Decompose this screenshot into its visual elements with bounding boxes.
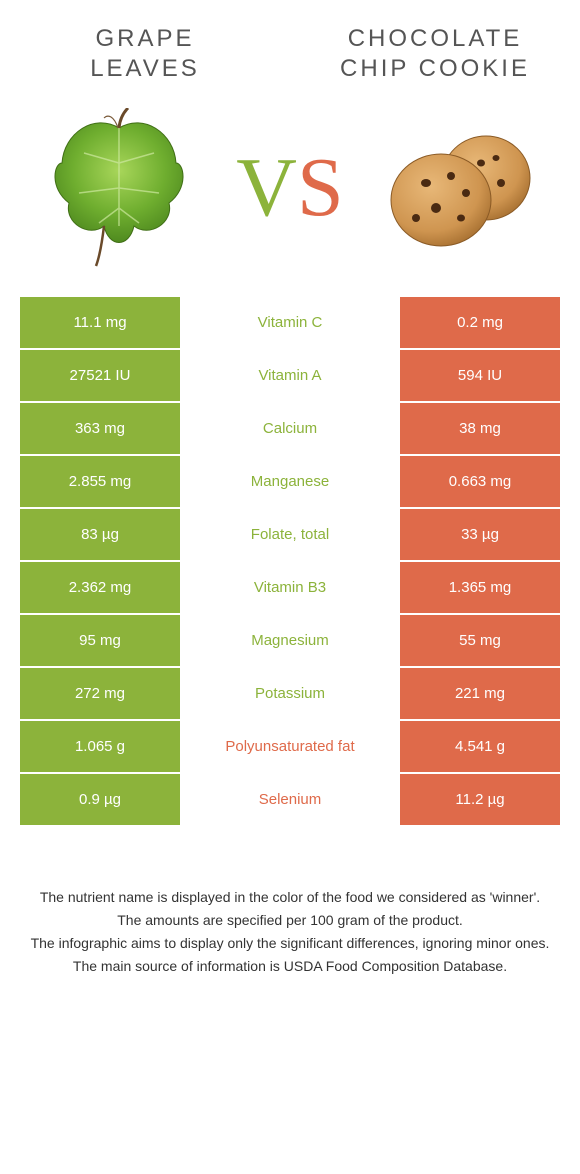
nutrient-row: 2.362 mgVitamin B31.365 mg: [20, 562, 560, 615]
left-title-line2: LEAVES: [90, 55, 200, 82]
right-value: 11.2 µg: [400, 774, 560, 825]
nutrient-table: 11.1 mgVitamin C0.2 mg27521 IUVitamin A5…: [20, 296, 560, 827]
left-value: 83 µg: [20, 509, 180, 560]
right-value: 0.2 mg: [400, 297, 560, 348]
nutrient-name: Magnesium: [180, 615, 400, 666]
nutrient-row: 363 mgCalcium38 mg: [20, 403, 560, 456]
left-value: 95 mg: [20, 615, 180, 666]
right-value: 221 mg: [400, 668, 560, 719]
left-value: 2.855 mg: [20, 456, 180, 507]
right-title-line1: CHOCOLATE: [348, 25, 523, 52]
nutrient-row: 272 mgPotassium221 mg: [20, 668, 560, 721]
nutrient-name: Vitamin C: [180, 297, 400, 348]
nutrient-name: Vitamin A: [180, 350, 400, 401]
nutrient-row: 95 mgMagnesium55 mg: [20, 615, 560, 668]
right-value: 33 µg: [400, 509, 560, 560]
left-food-title: GRAPE LEAVES: [0, 24, 290, 84]
nutrient-name: Manganese: [180, 456, 400, 507]
right-value: 55 mg: [400, 615, 560, 666]
left-value: 11.1 mg: [20, 297, 180, 348]
header-row: GRAPE LEAVES CHOCOLATE CHIP COOKIE: [0, 0, 580, 84]
right-value: 4.541 g: [400, 721, 560, 772]
nutrient-row: 83 µgFolate, total33 µg: [20, 509, 560, 562]
left-title-line1: GRAPE: [95, 25, 194, 52]
footer-line-4: The main source of information is USDA F…: [20, 956, 560, 977]
left-value: 363 mg: [20, 403, 180, 454]
footer-line-2: The amounts are specified per 100 gram o…: [20, 910, 560, 931]
vs-label: VS: [236, 146, 343, 230]
right-food-title: CHOCOLATE CHIP COOKIE: [290, 24, 580, 84]
nutrient-row: 0.9 µgSelenium11.2 µg: [20, 774, 560, 827]
nutrient-row: 11.1 mgVitamin C0.2 mg: [20, 297, 560, 350]
right-value: 38 mg: [400, 403, 560, 454]
nutrient-name: Folate, total: [180, 509, 400, 560]
nutrient-name: Vitamin B3: [180, 562, 400, 613]
nutrient-row: 27521 IUVitamin A594 IU: [20, 350, 560, 403]
right-title-line2: CHIP COOKIE: [340, 55, 530, 82]
right-value: 594 IU: [400, 350, 560, 401]
footer-line-1: The nutrient name is displayed in the co…: [20, 887, 560, 908]
left-value: 272 mg: [20, 668, 180, 719]
nutrient-name: Polyunsaturated fat: [180, 721, 400, 772]
vs-v: V: [236, 141, 297, 234]
left-value: 1.065 g: [20, 721, 180, 772]
left-value: 2.362 mg: [20, 562, 180, 613]
nutrient-name: Calcium: [180, 403, 400, 454]
nutrient-row: 1.065 gPolyunsaturated fat4.541 g: [20, 721, 560, 774]
left-value: 27521 IU: [20, 350, 180, 401]
nutrient-name: Potassium: [180, 668, 400, 719]
right-value: 1.365 mg: [400, 562, 560, 613]
images-row: VS: [0, 84, 580, 296]
vs-s: S: [297, 141, 344, 234]
footer-notes: The nutrient name is displayed in the co…: [20, 827, 560, 979]
footer-line-3: The infographic aims to display only the…: [20, 933, 560, 954]
nutrient-row: 2.855 mgManganese0.663 mg: [20, 456, 560, 509]
left-value: 0.9 µg: [20, 774, 180, 825]
cookie-image: [381, 108, 541, 268]
nutrient-name: Selenium: [180, 774, 400, 825]
right-value: 0.663 mg: [400, 456, 560, 507]
grape-leaf-image: [39, 108, 199, 268]
